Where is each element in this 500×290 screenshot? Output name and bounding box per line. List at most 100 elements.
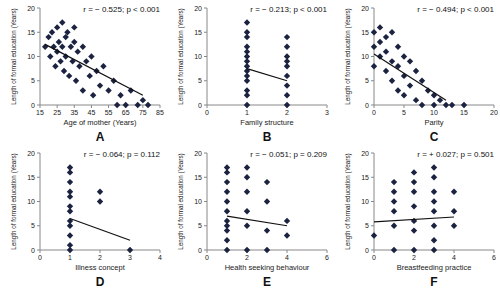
x-tick-label: 6: [492, 254, 496, 261]
point: [389, 78, 395, 84]
point: [377, 24, 383, 30]
y-tick-label: 20: [27, 5, 35, 12]
point: [224, 247, 230, 253]
x-tick: [327, 250, 328, 253]
point: [449, 102, 455, 108]
point: [52, 63, 58, 69]
y-axis-label: Length of formal education (Years): [344, 8, 352, 104]
x-tick-label: 15: [36, 109, 44, 116]
y-tick: [37, 153, 40, 154]
point: [75, 48, 81, 54]
point: [47, 53, 53, 59]
point: [371, 63, 377, 69]
x-tick-label: 0: [372, 109, 376, 116]
point: [64, 29, 70, 35]
panel: 051015200246Breastfeeding practiceLength…: [344, 150, 496, 290]
point: [389, 29, 395, 35]
panel: 051015200246Health seeking behaviourLeng…: [177, 150, 329, 290]
panel-label: C: [430, 130, 439, 144]
x-tick-label: 2: [285, 109, 289, 116]
point: [117, 92, 123, 98]
y-tick-label: 15: [194, 174, 202, 181]
trend-line: [70, 218, 130, 240]
y-tick-label: 10: [194, 53, 202, 60]
y-tick-label: 20: [361, 5, 369, 12]
point: [451, 208, 457, 214]
panel: 051015200123Family structureLength of fo…: [177, 5, 329, 145]
point: [451, 223, 457, 229]
x-tick-label: 2: [245, 254, 249, 261]
point: [67, 164, 73, 170]
point: [284, 73, 290, 79]
x-tick-label: 85: [156, 109, 164, 116]
x-tick: [142, 105, 143, 108]
point: [97, 189, 103, 195]
x-tick-label: 35: [70, 109, 78, 116]
point: [419, 102, 425, 108]
y-tick-label: 10: [361, 198, 369, 205]
trend-line: [247, 69, 287, 81]
point: [105, 87, 111, 93]
y-tick-label: 20: [194, 5, 202, 12]
annotation: r = − 0.064; p = 0.112: [84, 150, 161, 159]
y-tick: [37, 225, 40, 226]
point: [244, 247, 250, 253]
point: [224, 237, 230, 243]
point: [371, 29, 377, 35]
x-tick: [160, 105, 161, 108]
point: [83, 58, 89, 64]
y-tick: [37, 8, 40, 9]
x-tick-label: 10: [430, 109, 438, 116]
x-tick-label: 20: [490, 109, 498, 116]
point: [391, 189, 397, 195]
point: [284, 44, 290, 50]
point: [68, 44, 74, 50]
point: [71, 39, 77, 45]
x-tick: [160, 250, 161, 253]
y-axis-label: Length of formal education (Years): [10, 153, 18, 249]
x-tick: [57, 105, 58, 108]
marks: [67, 164, 133, 253]
x-axis: [207, 105, 327, 106]
y-tick-label: 15: [27, 174, 35, 181]
y-tick: [204, 225, 207, 226]
point: [224, 189, 230, 195]
point: [88, 53, 94, 59]
point: [80, 87, 86, 93]
point: [413, 68, 419, 74]
x-tick-label: 15: [460, 109, 468, 116]
point: [411, 169, 417, 175]
point: [140, 97, 146, 103]
y-tick-label: 0: [198, 102, 202, 109]
x-axis-label: Illness concept: [75, 263, 126, 272]
point: [431, 198, 437, 204]
y-tick: [204, 56, 207, 57]
x-tick: [327, 105, 328, 108]
point: [431, 164, 437, 170]
x-tick-label: 1: [245, 109, 249, 116]
point: [391, 198, 397, 204]
y-tick: [37, 177, 40, 178]
point: [145, 102, 151, 108]
point: [411, 218, 417, 224]
point: [431, 208, 437, 214]
point: [391, 179, 397, 185]
point: [45, 34, 51, 40]
y-tick-label: 20: [361, 150, 369, 157]
point: [413, 97, 419, 103]
point: [284, 92, 290, 98]
point: [391, 208, 397, 214]
x-tick: [207, 250, 208, 253]
point: [401, 92, 407, 98]
x-tick-label: 45: [88, 109, 96, 116]
y-tick: [371, 80, 374, 81]
point: [87, 73, 93, 79]
y-tick: [37, 56, 40, 57]
y-tick: [204, 80, 207, 81]
point: [411, 203, 417, 209]
x-tick: [494, 105, 495, 108]
point: [67, 203, 73, 209]
point: [71, 24, 77, 30]
y-tick-label: 5: [31, 77, 35, 84]
y-tick: [204, 32, 207, 33]
